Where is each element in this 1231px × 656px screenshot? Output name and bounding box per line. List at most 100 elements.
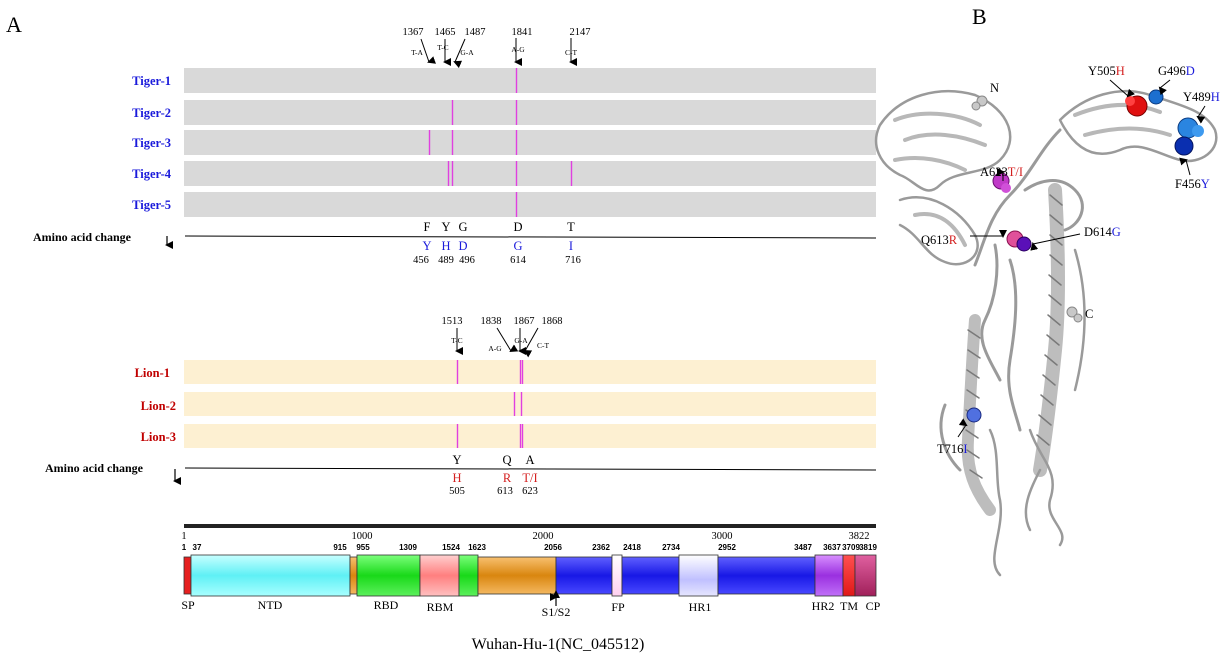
domain-name-hr1: HR1 [689, 600, 712, 614]
domain-boundary: 3487 [794, 543, 812, 552]
tiger-track [184, 130, 876, 155]
aa-from: Y [441, 220, 450, 234]
lion-nt-change: G-A [514, 336, 528, 345]
scale-tick: 2000 [533, 531, 554, 542]
callout-arrow [1030, 233, 1081, 251]
genome-scale: 1 1000 2000 3000 3822 [181, 524, 876, 542]
aa-num: 613 [497, 486, 513, 497]
scale-bar [184, 524, 876, 528]
domain-s2-a [555, 556, 613, 595]
domain-boundary: 2418 [623, 543, 641, 552]
domain-boundary: 915 [333, 543, 347, 552]
terminus-c: C [1085, 307, 1093, 321]
aa-change-label: Amino acid change [33, 230, 132, 244]
callout-arrow [1196, 105, 1206, 124]
lion-track [184, 392, 876, 416]
aa-from: F [424, 220, 431, 234]
scale-end: 3822 [849, 531, 870, 542]
site-t716i: T716I [937, 442, 968, 456]
termini: N C [971, 81, 1093, 323]
domain-boundary: 2056 [544, 543, 562, 552]
domain-boundary: 1 [182, 543, 187, 552]
domain-boundary: 1623 [468, 543, 486, 552]
scale-start: 1 [181, 531, 186, 542]
aa-from: T [567, 220, 575, 234]
tiger-nt-change: G-A [460, 48, 474, 57]
aa-num: 614 [510, 255, 527, 266]
site-g496d: G496D [1158, 64, 1195, 78]
aa-to: R [503, 471, 512, 485]
aa-num: 505 [449, 486, 465, 497]
aa-from: A [525, 453, 534, 467]
domain-name-fp: FP [611, 600, 625, 614]
aa-to: I [569, 239, 573, 253]
callout-arrow [1179, 157, 1191, 176]
domain-name-s1s2: S1/S2 [542, 605, 571, 619]
tiger-names: Tiger-1 Tiger-2 Tiger-3 Tiger-4 Tiger-5 [132, 74, 172, 212]
aa-num: 716 [565, 255, 581, 266]
tiger-mutation-callouts: 1367 1465 1487 1841 2147 T-A T-C G-A A-G… [403, 27, 591, 69]
lion-nt-change: A-G [488, 344, 502, 353]
domain-sp [183, 556, 192, 595]
aa-from: D [513, 220, 522, 234]
lion-mutation-callouts: 1513 1838 1867 1868 T-C A-G G-A C-T [442, 316, 563, 358]
lion-name: Lion-3 [141, 430, 176, 444]
tiger-track [184, 100, 876, 125]
lion-tracks [184, 360, 876, 448]
aa-axis [184, 467, 877, 471]
tiger-nt-pos: 1487 [465, 27, 486, 38]
panel-b-label: B [972, 4, 987, 29]
aa-from: G [458, 220, 467, 234]
domain-hr2 [814, 554, 844, 597]
domain-name-rbm: RBM [427, 600, 454, 614]
aa-to: D [458, 239, 467, 253]
sphere-t716i [966, 407, 982, 423]
lion-aa-change: Amino acid change Y Q A H R T/I 505 613 … [45, 453, 877, 497]
domain-rbd-2 [458, 554, 479, 597]
aa-num: 456 [413, 255, 429, 266]
lion-nt-pos: 1838 [481, 316, 502, 327]
domain-name-hr2: HR2 [812, 599, 835, 613]
domain-boundary: 3709 [842, 543, 860, 552]
tiger-track [184, 161, 876, 186]
domain-boundaries: 1 37 915 955 1309 1524 1623 2056 2362 24… [182, 543, 878, 552]
callout-arrow [1158, 79, 1171, 96]
lion-name: Lion-1 [135, 366, 170, 380]
domain-boundary: 2362 [592, 543, 610, 552]
lion-nt-pos: 1867 [514, 316, 535, 327]
site-y489h: Y489H [1183, 90, 1220, 104]
domain-boundary: 37 [193, 543, 202, 552]
lion-nt-pos: 1513 [442, 316, 463, 327]
sphere-g496d [1148, 89, 1164, 105]
aa-change-label: Amino acid change [45, 461, 144, 475]
domain-rbd [356, 554, 421, 597]
tiger-nt-change: T-C [437, 43, 448, 52]
aa-to: G [513, 239, 522, 253]
sphere-d614g [1016, 236, 1032, 252]
sphere-f456y [1174, 136, 1194, 156]
domain-rbm [419, 554, 460, 597]
domain-cp [854, 554, 877, 597]
domain-name-cp: CP [866, 599, 881, 613]
domain-boundary: 2734 [662, 543, 680, 552]
tiger-name: Tiger-1 [132, 74, 171, 88]
domain-name-sp: SP [181, 598, 195, 612]
tiger-nt-pos: 1841 [512, 27, 533, 38]
tiger-nt-change: A-G [511, 45, 525, 54]
lion-name: Lion-2 [141, 399, 176, 413]
callout-arrow [957, 418, 968, 438]
mutation-spheres [966, 89, 1204, 423]
aa-num: 623 [522, 486, 538, 497]
tiger-aa-change: Amino acid change F Y G D T Y H D G I 45… [33, 220, 877, 266]
site-d614g: D614G [1084, 225, 1121, 239]
lion-track [184, 360, 876, 384]
tiger-arrow [420, 38, 436, 64]
domain-hr1 [678, 554, 719, 597]
tiger-nt-pos: 1465 [435, 27, 456, 38]
aa-num: 496 [459, 255, 475, 266]
domain-s2-b [621, 556, 680, 595]
domain-name-ntd: NTD [258, 598, 283, 612]
aa-axis [184, 235, 877, 239]
lion-nt-change: C-T [537, 341, 550, 350]
